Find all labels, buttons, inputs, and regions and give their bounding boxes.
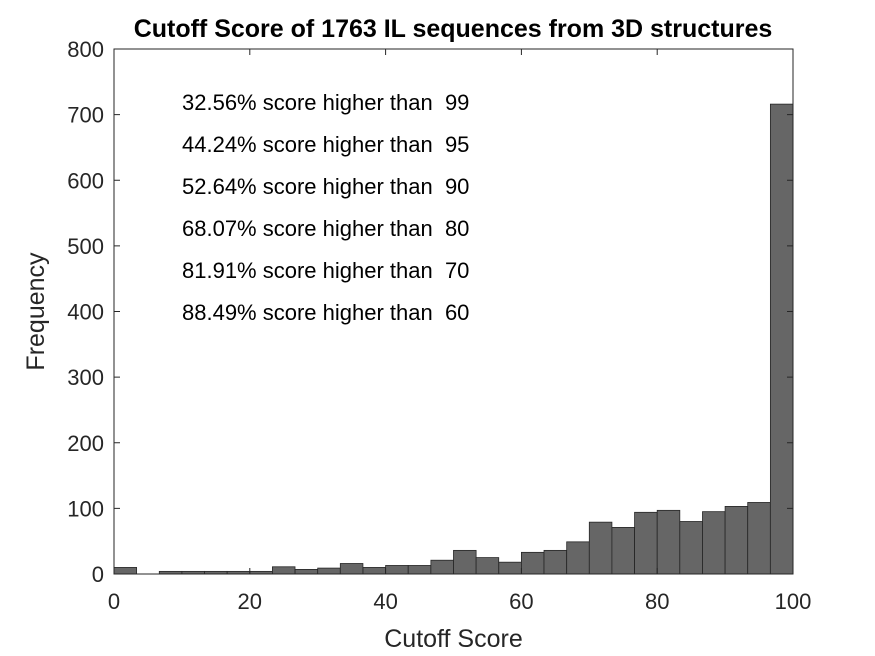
annotation-text: 44.24% score higher than 95 xyxy=(182,132,469,157)
histogram-bar xyxy=(634,511,658,575)
x-tick-label: 80 xyxy=(645,589,669,614)
histogram-bar xyxy=(679,521,703,575)
y-tick-label: 500 xyxy=(67,234,104,259)
histogram-bar xyxy=(385,565,409,575)
histogram-bar xyxy=(475,557,500,575)
histogram-bar xyxy=(769,103,794,575)
y-tick-label: 100 xyxy=(67,496,104,521)
annotation-text: 88.49% score higher than 60 xyxy=(182,300,469,325)
y-axis-label: Frequency xyxy=(22,252,50,371)
histogram-bar xyxy=(588,521,613,575)
histogram-bar xyxy=(498,561,522,575)
y-tick-label: 300 xyxy=(67,365,104,390)
y-tick-label: 0 xyxy=(92,562,104,587)
histogram-bar xyxy=(747,502,771,575)
annotation-text: 52.64% score higher than 90 xyxy=(182,174,469,199)
histogram-bar xyxy=(724,506,749,575)
histogram-bar xyxy=(407,565,432,575)
histogram-bar xyxy=(566,541,590,575)
histogram-bar xyxy=(272,566,296,575)
x-tick-label: 60 xyxy=(509,589,533,614)
histogram-bar xyxy=(113,567,138,575)
annotation-text: 81.91% score higher than 70 xyxy=(182,258,469,283)
histogram-bar xyxy=(362,567,386,575)
y-tick-label: 400 xyxy=(67,300,104,325)
histogram-bar xyxy=(294,569,319,575)
histogram-bar xyxy=(611,527,635,575)
chart-title: Cutoff Score of 1763 IL sequences from 3… xyxy=(134,15,773,43)
histogram-bar xyxy=(453,549,477,575)
ticks-group: 0 20 40 60 80 100 0 100 200 300 400 500 600 700 800 xyxy=(67,37,811,614)
histogram-bar xyxy=(317,567,341,575)
x-tick-label: 0 xyxy=(108,589,120,614)
y-tick-label: 200 xyxy=(67,431,104,456)
y-tick-label: 800 xyxy=(67,37,104,62)
histogram-bar xyxy=(656,509,681,575)
bars-group xyxy=(113,103,794,575)
histogram-bar xyxy=(521,551,545,575)
annotation-text: 68.07% score higher than 80 xyxy=(182,216,469,241)
annotation-text: 32.56% score higher than 99 xyxy=(182,90,469,115)
y-tick-label: 700 xyxy=(67,103,104,128)
annotations-group: 32.56% score higher than 99 44.24% score … xyxy=(182,90,469,325)
histogram-bar xyxy=(430,559,454,575)
histogram-bar xyxy=(543,549,568,575)
x-tick-label: 100 xyxy=(775,589,812,614)
y-tick-label: 600 xyxy=(67,168,104,193)
x-tick-label: 20 xyxy=(238,589,262,614)
x-axis-label: Cutoff Score xyxy=(384,625,523,653)
x-tick-label: 40 xyxy=(373,589,397,614)
histogram-bar xyxy=(339,563,364,575)
histogram-bar xyxy=(702,511,726,575)
plot-area-border xyxy=(113,48,794,575)
